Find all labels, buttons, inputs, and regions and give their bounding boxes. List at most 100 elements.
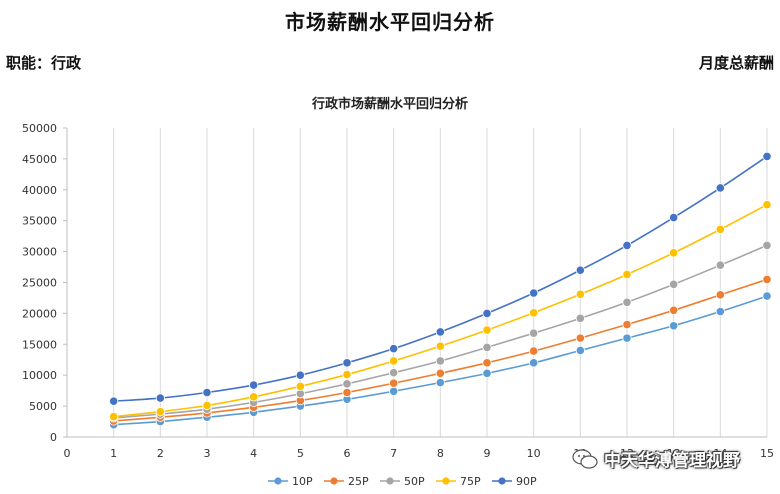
data-point-75P <box>155 407 165 417</box>
data-point-10P <box>575 345 585 356</box>
data-point-25P <box>575 333 585 343</box>
wechat-icon <box>572 448 598 469</box>
data-point-50P <box>575 313 585 323</box>
data-point-50P <box>389 368 399 378</box>
x-tick-label: 13 <box>667 447 681 460</box>
legend-swatch-marker <box>330 477 338 485</box>
data-point-90P <box>575 265 585 275</box>
compensation-type-label: 月度总薪酬 <box>698 54 774 72</box>
legend-label: 10P <box>292 475 313 488</box>
data-point-90P <box>622 240 632 251</box>
y-tick-label: 15000 <box>22 338 57 351</box>
data-point-25P <box>389 378 399 388</box>
x-tick-label: 4 <box>250 447 257 460</box>
y-tick-label: 20000 <box>22 307 57 320</box>
data-point-25P <box>529 346 539 356</box>
x-tick-label: 5 <box>297 447 304 460</box>
data-point-10P <box>529 358 539 368</box>
data-point-75P <box>622 269 632 280</box>
data-point-90P <box>155 393 165 403</box>
data-point-75P <box>482 325 492 335</box>
data-point-90P <box>109 396 119 406</box>
data-point-50P <box>762 240 772 251</box>
x-tick-label: 10 <box>527 447 541 460</box>
data-point-25P <box>482 358 492 368</box>
y-tick-label: 40000 <box>22 184 57 197</box>
x-tick-label: 2 <box>157 447 164 460</box>
data-point-50P <box>342 379 352 389</box>
x-tick-label: 0 <box>64 447 71 460</box>
data-point-25P <box>435 368 445 378</box>
data-point-50P <box>529 328 539 338</box>
x-tick-label: 14 <box>713 447 727 460</box>
data-point-90P <box>342 358 352 368</box>
data-point-75P <box>435 341 445 351</box>
legend-swatch-marker <box>498 477 506 485</box>
x-tick-label: 12 <box>620 447 634 460</box>
data-point-75P <box>249 392 259 402</box>
data-point-90P <box>249 380 259 390</box>
legend: 10P 25P 50P 75P 90P <box>268 475 537 488</box>
data-point-50P <box>715 260 725 270</box>
legend-item-25P: 25P <box>324 475 369 488</box>
data-point-90P <box>202 387 212 398</box>
data-point-10P <box>389 386 399 396</box>
watermark-text: 中天华溥管理视野 <box>604 451 740 471</box>
data-point-10P <box>482 368 492 378</box>
data-point-75P <box>762 200 772 210</box>
legend-label: 75P <box>460 475 481 488</box>
y-tick-label: 45000 <box>22 153 57 166</box>
x-tick-label: 7 <box>390 447 397 460</box>
legend-swatch-marker <box>442 477 450 485</box>
data-point-90P <box>669 213 679 223</box>
data-point-10P <box>762 291 772 301</box>
data-point-25P <box>342 387 352 398</box>
legend-item-50P: 50P <box>380 475 425 488</box>
data-point-25P <box>762 274 772 285</box>
data-point-75P <box>109 412 119 422</box>
data-point-25P <box>715 290 725 300</box>
data-point-90P <box>389 344 399 354</box>
data-point-10P <box>669 321 679 331</box>
x-tick-label: 6 <box>344 447 351 460</box>
data-point-25P <box>622 319 632 330</box>
function-label: 职能：行政 <box>6 54 82 72</box>
y-tick-label: 10000 <box>22 369 57 382</box>
y-tick-label: 30000 <box>22 246 57 259</box>
series-lines <box>109 151 772 430</box>
data-point-10P <box>622 333 632 343</box>
data-point-75P <box>389 356 399 366</box>
data-point-75P <box>715 224 725 234</box>
page-title: 市场薪酬水平回归分析 <box>285 10 495 34</box>
x-tick-label: 8 <box>437 447 444 460</box>
axes: 0 5000 10000 15000 20000 25000 30000 35000 40000… <box>22 122 774 460</box>
legend-label: 50P <box>404 475 425 488</box>
data-point-50P <box>482 342 492 352</box>
legend-item-90P: 90P <box>492 475 537 488</box>
data-point-10P <box>715 306 725 317</box>
y-tick-label: 25000 <box>22 277 57 290</box>
data-point-90P <box>715 183 725 193</box>
x-tick-label: 15 <box>760 447 774 460</box>
data-point-10P <box>435 378 445 388</box>
legend-item-10P: 10P <box>268 475 313 488</box>
y-tick-label: 50000 <box>22 122 57 135</box>
data-point-90P <box>762 151 772 162</box>
legend-item-75P: 75P <box>436 475 481 488</box>
data-point-75P <box>342 369 352 380</box>
legend-label: 90P <box>516 475 537 488</box>
legend-swatch-marker <box>386 477 394 485</box>
data-point-50P <box>669 279 679 289</box>
data-point-90P <box>482 308 492 318</box>
legend-swatch-marker <box>274 477 282 485</box>
data-point-90P <box>529 288 539 298</box>
x-tick-label: 9 <box>484 447 491 460</box>
data-point-75P <box>202 400 212 411</box>
data-point-75P <box>669 248 679 258</box>
chart-title: 行政市场薪酬水平回归分析 <box>311 97 468 112</box>
data-point-90P <box>295 370 305 380</box>
y-tick-label: 5000 <box>29 400 57 413</box>
data-point-50P <box>435 356 445 366</box>
watermark: 中天华溥管理视野 <box>572 446 740 471</box>
